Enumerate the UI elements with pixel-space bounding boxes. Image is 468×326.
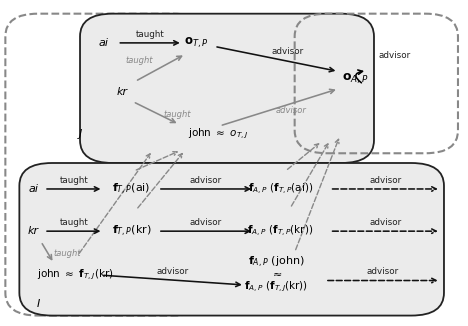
Text: ai: ai (98, 38, 109, 48)
Text: john $\approx$ $o_{T,J}$: john $\approx$ $o_{T,J}$ (188, 126, 248, 141)
Text: $\mathbf{f}_{A,P}\ (\mathbf{f}_{T,P}(\mathrm{kr}))$: $\mathbf{f}_{A,P}\ (\mathbf{f}_{T,P}(\ma… (248, 224, 314, 239)
Text: advisor: advisor (369, 176, 401, 185)
Text: $\mathbf{o}_{T,P}$: $\mathbf{o}_{T,P}$ (184, 36, 209, 50)
Text: $\mathbf{f}_{A,P}\ (\mathbf{f}_{T,P}(\mathrm{ai}))$: $\mathbf{f}_{A,P}\ (\mathbf{f}_{T,P}(\ma… (248, 181, 313, 197)
Text: ai: ai (29, 184, 38, 194)
Text: advisor: advisor (190, 218, 222, 227)
Text: $\mathbf{f}_{A,P}\ (\mathbf{f}_{T,J}(\mathrm{kr}))$: $\mathbf{f}_{A,P}\ (\mathbf{f}_{T,J}(\ma… (244, 280, 308, 294)
FancyBboxPatch shape (80, 14, 374, 163)
Text: $\mathbf{f}_{A,P}\ (\mathrm{john})$: $\mathbf{f}_{A,P}\ (\mathrm{john})$ (248, 255, 304, 270)
Text: $\mathbf{f}_{T,P}(\mathrm{kr})$: $\mathbf{f}_{T,P}(\mathrm{kr})$ (111, 224, 151, 239)
Text: advisor: advisor (275, 107, 306, 115)
Text: advisor: advisor (367, 267, 399, 276)
Text: taught: taught (59, 176, 88, 185)
Text: advisor: advisor (190, 176, 222, 185)
Text: advisor: advisor (157, 267, 189, 276)
Text: john $\approx$ $\mathbf{f}_{T,J}(\mathrm{kr})$: john $\approx$ $\mathbf{f}_{T,J}(\mathrm… (37, 268, 114, 282)
Text: kr: kr (117, 87, 128, 96)
Text: kr: kr (28, 226, 39, 236)
Text: advisor: advisor (379, 52, 411, 60)
Text: advisor: advisor (272, 47, 304, 56)
Text: I: I (37, 299, 40, 309)
Text: $\mathbf{f}_{T,P}(\mathrm{ai})$: $\mathbf{f}_{T,P}(\mathrm{ai})$ (112, 181, 151, 197)
Text: $\mathbf{o}_{A,P}$: $\mathbf{o}_{A,P}$ (342, 71, 368, 86)
Text: advisor: advisor (369, 218, 401, 227)
Text: taught: taught (136, 30, 164, 39)
Text: $\approx$: $\approx$ (270, 269, 282, 279)
Text: taught: taught (59, 218, 88, 227)
Text: taught: taught (53, 249, 80, 258)
Text: taught: taught (126, 56, 153, 65)
Text: taught: taught (163, 110, 191, 119)
Text: J: J (79, 129, 81, 139)
FancyBboxPatch shape (19, 163, 444, 316)
